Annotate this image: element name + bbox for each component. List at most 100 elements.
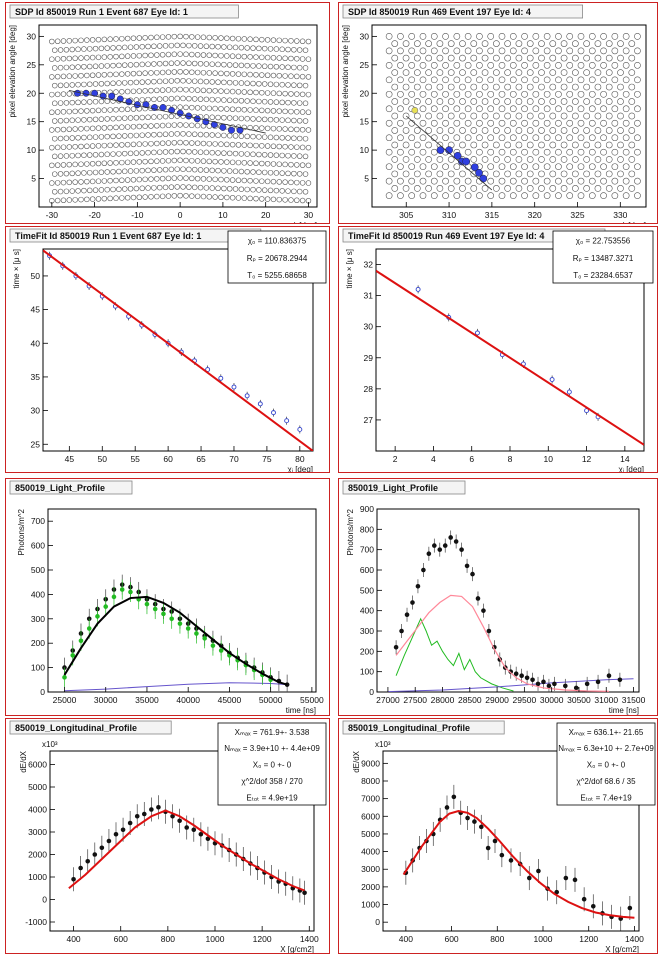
camera-pixel <box>276 179 283 185</box>
camera-pixel <box>139 79 145 85</box>
camera-pixel <box>549 170 557 178</box>
camera-pixel <box>299 73 306 80</box>
camera-pixel <box>92 169 99 176</box>
camera-pixel <box>305 38 312 45</box>
camera-pixel <box>197 167 204 173</box>
camera-pixel <box>594 185 602 192</box>
x-tick-label: 1400 <box>625 934 644 944</box>
x-axis-label: time [ns] <box>609 706 639 715</box>
camera-pixel <box>130 106 137 112</box>
data-point <box>86 626 92 631</box>
camera-pixel <box>560 141 568 149</box>
camera-pixel <box>464 134 472 142</box>
camera-pixel <box>101 72 108 78</box>
camera-pixel <box>493 170 500 178</box>
camera-pixel <box>498 76 506 84</box>
camera-pixel <box>226 186 233 192</box>
camera-pixel <box>270 143 277 150</box>
data-point <box>141 811 147 817</box>
camera-pixel <box>81 187 87 194</box>
camera-pixel <box>273 187 280 194</box>
camera-pixel <box>447 98 455 105</box>
camera-pixel <box>442 119 449 127</box>
camera-pixel <box>63 153 70 159</box>
camera-pixel <box>402 185 410 192</box>
camera-pixel <box>89 178 96 185</box>
camera-pixel <box>72 108 78 115</box>
data-point <box>62 675 67 680</box>
camera-pixel <box>583 127 590 134</box>
camera-pixel <box>459 83 466 91</box>
camera-pixel <box>577 61 585 69</box>
camera-pixel <box>95 178 102 184</box>
camera-pixel <box>156 114 163 120</box>
camera-pixel <box>186 184 192 190</box>
camera-pixel <box>549 40 557 47</box>
camera-pixel <box>276 37 283 44</box>
camera-pixel <box>515 40 523 47</box>
camera-pixel <box>588 76 596 84</box>
camera-pixel <box>232 133 239 139</box>
camera-pixel <box>385 192 393 199</box>
camera-pixel <box>256 169 262 175</box>
camera-pixel <box>107 195 113 202</box>
y-tick-label: 4000 <box>361 847 380 857</box>
camera-pixel <box>543 47 551 55</box>
data-point <box>257 401 263 407</box>
x-axis-label: X [g/cm2] <box>605 945 639 953</box>
x-tick-label: 28500 <box>458 695 482 705</box>
camera-pixel <box>92 134 99 140</box>
y-tick-label: 100 <box>360 667 374 677</box>
camera-pixel <box>197 184 204 191</box>
camera-pixel <box>419 33 427 40</box>
camera-pixel <box>124 124 131 130</box>
camera-pixel <box>504 83 511 91</box>
data-point <box>185 626 191 631</box>
camera-pixel <box>232 44 239 51</box>
camera-pixel <box>264 178 271 185</box>
camera-pixel <box>247 89 253 95</box>
data-point <box>198 831 204 837</box>
camera-pixel <box>282 108 288 115</box>
camera-pixel <box>197 78 204 85</box>
data-point <box>161 611 166 617</box>
data-point <box>470 571 475 577</box>
camera-pixel <box>151 185 157 191</box>
camera-pixel <box>509 76 517 84</box>
camera-pixel <box>238 151 245 157</box>
camera-pixel <box>189 140 195 146</box>
camera-pixel <box>453 134 461 142</box>
camera-pixel <box>224 159 230 165</box>
camera-pixel <box>628 98 636 105</box>
x-axis-label: χᵢ [deg] <box>619 465 644 472</box>
camera-pixel <box>515 185 523 192</box>
camera-pixel <box>294 73 300 80</box>
x-tick-label: 40000 <box>176 695 200 705</box>
camera-pixel <box>498 177 506 185</box>
y-tick-label: 9000 <box>361 758 380 768</box>
y-tick-label: 200 <box>31 638 45 648</box>
chart-svg: SDP Id 850019 Run 469 Event 197 Eye Id: … <box>341 4 647 223</box>
data-point <box>563 875 569 881</box>
data-point <box>475 596 481 601</box>
camera-pixel <box>481 83 489 91</box>
x-tick-label: 27000 <box>376 695 400 705</box>
camera-pixel <box>572 112 579 120</box>
camera-pixel <box>299 144 306 151</box>
camera-pixel <box>622 61 630 69</box>
data-point <box>128 589 133 595</box>
camera-pixel <box>481 112 489 120</box>
camera-pixel <box>186 42 192 49</box>
camera-pixel <box>600 47 607 55</box>
camera-pixel <box>577 90 585 98</box>
y-tick-label: 5 <box>31 174 36 184</box>
camera-pixel <box>282 126 288 132</box>
x-axis-label: χᵢ [deg] <box>288 465 313 472</box>
camera-pixel <box>285 64 291 70</box>
data-point <box>459 547 464 552</box>
y-axis-label: pixel elevation angle [deg] <box>8 25 17 118</box>
y-tick-label: 6000 <box>361 811 380 821</box>
camera-pixel <box>151 78 157 85</box>
camera-pixel <box>572 127 579 134</box>
x-tick-label: 315 <box>485 210 499 220</box>
